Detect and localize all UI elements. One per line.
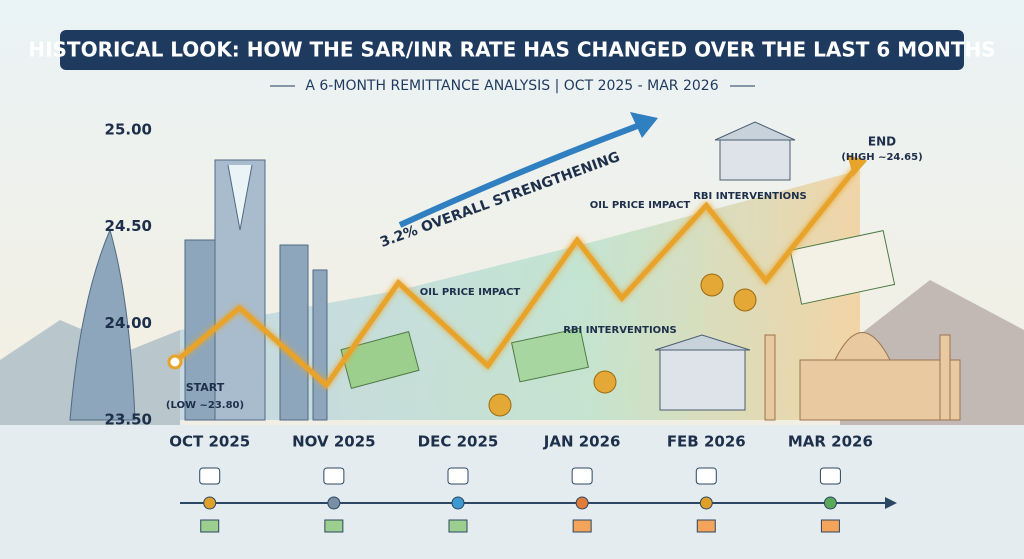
x-tick-label: JAN 2026 — [543, 433, 621, 451]
timeline-flag — [820, 519, 840, 533]
timeline-icon — [695, 467, 717, 485]
annotation: OIL PRICE IMPACT — [590, 200, 691, 211]
annotation: START — [186, 381, 225, 394]
timeline-icon — [199, 467, 221, 485]
y-tick-label: 25.00 — [105, 121, 152, 139]
timeline-flag — [200, 519, 220, 533]
annotation: RBI INTERVENTIONS — [563, 325, 677, 336]
annotation: RBI INTERVENTIONS — [693, 191, 807, 202]
trend-arrow — [398, 122, 642, 228]
y-tick-label: 24.50 — [105, 217, 152, 235]
x-tick-label: DEC 2025 — [418, 433, 499, 451]
x-tick-label: OCT 2025 — [169, 433, 250, 451]
illustrations — [340, 121, 896, 417]
timeline-icon — [447, 467, 469, 485]
end-arrow — [847, 154, 868, 177]
annotation: (LOW ~23.80) — [166, 400, 244, 411]
timeline-dot — [327, 496, 341, 510]
timeline-arrow — [885, 497, 897, 509]
timeline-strip — [0, 425, 1024, 559]
x-tick-label: MAR 2026 — [788, 433, 873, 451]
start-point — [167, 354, 183, 370]
timeline-dot — [575, 496, 589, 510]
annotation: OIL PRICE IMPACT — [420, 287, 521, 298]
monument — [764, 332, 961, 421]
trend-arrow-head — [630, 112, 658, 138]
y-tick-label: 23.50 — [105, 411, 152, 429]
chart-title: HISTORICAL LOOK: HOW THE SAR/INR RATE HA… — [28, 38, 995, 62]
timeline-flag — [696, 519, 716, 533]
annotation: (HIGH ~24.65) — [841, 152, 922, 163]
chart-subtitle: A 6-MONTH REMITTANCE ANALYSIS | OCT 2025… — [305, 78, 718, 94]
y-tick-label: 24.00 — [105, 314, 152, 332]
timeline-flag — [448, 519, 468, 533]
timeline-dot — [699, 496, 713, 510]
timeline-flag — [572, 519, 592, 533]
x-tick-label: NOV 2025 — [292, 433, 375, 451]
timeline-icon — [571, 467, 593, 485]
x-tick-label: FEB 2026 — [667, 433, 746, 451]
title-banner — [60, 30, 964, 70]
annotation: END — [868, 135, 896, 149]
timeline-icon — [819, 467, 841, 485]
rate-line — [173, 167, 858, 389]
timeline-dot — [823, 496, 837, 510]
timeline-dot — [451, 496, 465, 510]
timeline-dot — [203, 496, 217, 510]
timeline-icon — [323, 467, 345, 485]
timeline-flag — [324, 519, 344, 533]
